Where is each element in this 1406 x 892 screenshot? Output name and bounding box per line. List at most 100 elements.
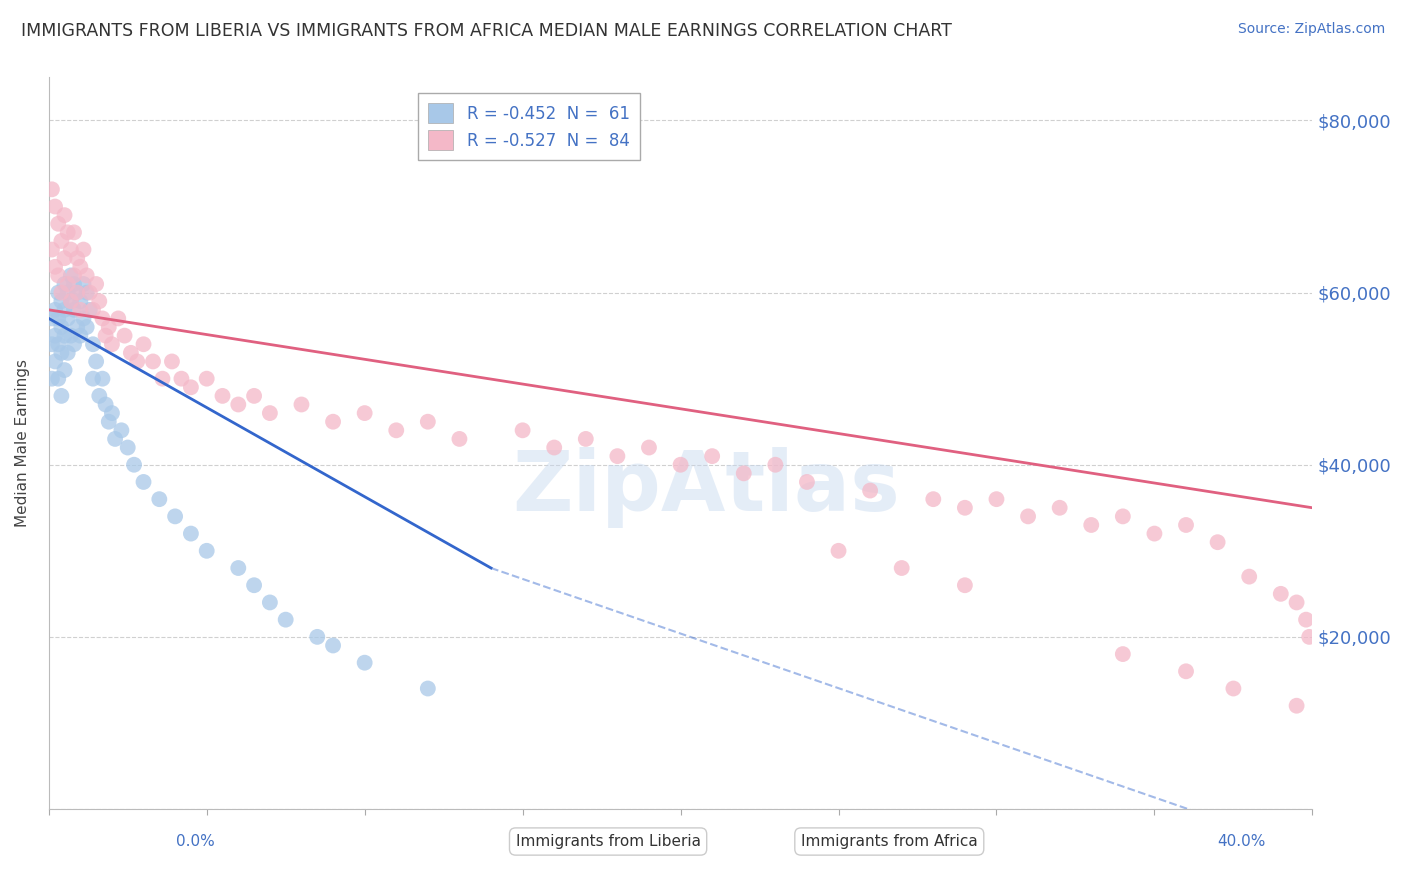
Point — [104, 432, 127, 446]
Point — [243, 578, 266, 592]
Point — [97, 320, 120, 334]
Point — [76, 268, 98, 283]
Point — [152, 372, 174, 386]
Point — [827, 543, 849, 558]
Point — [44, 200, 66, 214]
Point — [66, 285, 89, 300]
Point — [1143, 526, 1166, 541]
Point — [986, 492, 1008, 507]
Point — [110, 423, 132, 437]
Point — [1080, 518, 1102, 533]
Point — [101, 337, 124, 351]
Point — [1237, 569, 1260, 583]
Point — [82, 302, 104, 317]
Point — [53, 277, 76, 291]
Point — [41, 372, 63, 386]
Point — [702, 449, 724, 463]
Point — [56, 225, 79, 239]
Point — [1112, 647, 1135, 661]
Point — [82, 372, 104, 386]
Point — [41, 311, 63, 326]
Point — [72, 311, 94, 326]
Point — [63, 268, 86, 283]
Point — [195, 543, 218, 558]
Point — [1112, 509, 1135, 524]
Point — [59, 328, 82, 343]
Point — [46, 337, 69, 351]
Point — [859, 483, 882, 498]
Point — [79, 302, 101, 317]
Point — [63, 277, 86, 291]
Point — [669, 458, 692, 472]
Point — [132, 337, 155, 351]
Point — [51, 346, 73, 360]
Point — [76, 285, 98, 300]
Point — [44, 302, 66, 317]
Point — [51, 389, 73, 403]
Point — [97, 415, 120, 429]
Text: Immigrants from Africa: Immigrants from Africa — [801, 834, 977, 849]
Point — [69, 328, 91, 343]
Point — [69, 260, 91, 274]
Point — [120, 346, 142, 360]
Point — [127, 354, 149, 368]
Y-axis label: Median Male Earnings: Median Male Earnings — [15, 359, 30, 527]
Point — [543, 441, 565, 455]
Point — [180, 380, 202, 394]
Point — [160, 354, 183, 368]
Point — [44, 260, 66, 274]
Point — [142, 354, 165, 368]
Point — [890, 561, 912, 575]
Point — [1298, 630, 1320, 644]
Point — [84, 277, 107, 291]
Point — [91, 372, 114, 386]
Point — [51, 294, 73, 309]
Point — [69, 294, 91, 309]
Point — [44, 328, 66, 343]
Point — [449, 432, 471, 446]
Point — [211, 389, 233, 403]
Point — [763, 458, 786, 472]
Point — [638, 441, 661, 455]
Point — [56, 311, 79, 326]
Point — [274, 613, 297, 627]
Point — [117, 441, 139, 455]
Point — [195, 372, 218, 386]
Point — [322, 639, 344, 653]
Point — [953, 578, 976, 592]
Point — [416, 415, 439, 429]
Text: Source: ZipAtlas.com: Source: ZipAtlas.com — [1237, 22, 1385, 37]
Point — [165, 509, 187, 524]
Point — [353, 406, 375, 420]
Point — [1049, 500, 1071, 515]
Point — [46, 268, 69, 283]
Point — [59, 294, 82, 309]
Point — [243, 389, 266, 403]
Point — [606, 449, 628, 463]
Point — [307, 630, 329, 644]
Text: IMMIGRANTS FROM LIBERIA VS IMMIGRANTS FROM AFRICA MEDIAN MALE EARNINGS CORRELATI: IMMIGRANTS FROM LIBERIA VS IMMIGRANTS FR… — [21, 22, 952, 40]
Point — [259, 595, 281, 609]
Point — [114, 328, 136, 343]
Point — [66, 251, 89, 265]
Point — [1285, 698, 1308, 713]
Point — [82, 337, 104, 351]
Point — [922, 492, 945, 507]
Point — [1285, 595, 1308, 609]
Point — [46, 217, 69, 231]
Point — [122, 458, 145, 472]
Point — [385, 423, 408, 437]
Point — [53, 208, 76, 222]
Text: 40.0%: 40.0% — [1218, 834, 1265, 849]
Text: Immigrants from Liberia: Immigrants from Liberia — [516, 834, 700, 849]
Point — [69, 302, 91, 317]
Point — [94, 397, 117, 411]
Point — [66, 285, 89, 300]
Point — [148, 492, 170, 507]
Point — [51, 285, 73, 300]
Point — [63, 302, 86, 317]
Point — [91, 311, 114, 326]
Point — [89, 294, 111, 309]
Point — [56, 285, 79, 300]
Point — [56, 277, 79, 291]
